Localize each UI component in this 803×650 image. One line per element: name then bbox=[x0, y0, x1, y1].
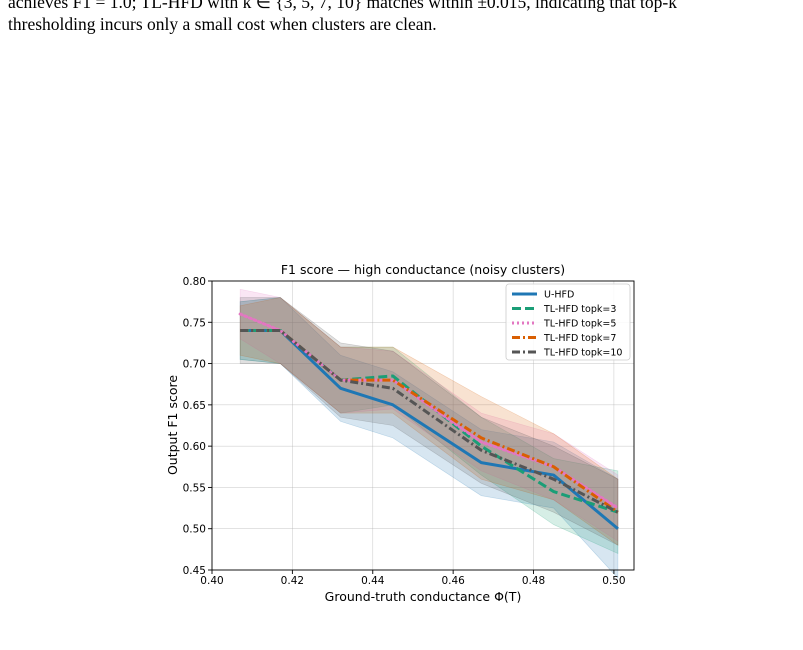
legend-label-1: TL-HFD topk=3 bbox=[543, 304, 616, 315]
caption-line-2: thresholding incurs only a small cost wh… bbox=[8, 14, 437, 34]
series-line-3 bbox=[240, 329, 619, 514]
y-tick-label: 0.80 bbox=[183, 276, 206, 288]
y-tick-label: 0.75 bbox=[183, 317, 206, 329]
plot-frame bbox=[211, 280, 635, 571]
y-tick-label: 0.60 bbox=[183, 441, 206, 453]
legend-label-4: TL-HFD topk=10 bbox=[543, 348, 622, 359]
x-tick-label: 0.46 bbox=[441, 575, 465, 587]
confidence-bands bbox=[239, 288, 619, 580]
series-band-1 bbox=[239, 297, 619, 554]
legend-label-0: U-HFD bbox=[544, 290, 574, 301]
series-band-2 bbox=[239, 288, 619, 542]
x-tick-label: 0.48 bbox=[522, 575, 545, 587]
x-tick-label: 0.44 bbox=[361, 575, 385, 587]
series-line-4 bbox=[240, 329, 619, 514]
y-axis-label: Output F1 score bbox=[165, 375, 180, 475]
caption-paragraph: achieves F1 = 1.0; TL-HFD with k ∈ {3, 5… bbox=[8, 0, 798, 35]
x-tick-label: 0.42 bbox=[281, 575, 304, 587]
x-axis-ticks: 0.40 0.42 0.44 0.46 0.48 0.50 bbox=[200, 570, 626, 587]
caption-line-1: achieves F1 = 1.0; TL-HFD with k ∈ {3, 5… bbox=[8, 0, 677, 12]
legend-label-2: TL-HFD topk=5 bbox=[543, 319, 616, 330]
series-band-0 bbox=[239, 297, 619, 580]
y-axis-ticks: 0.45 0.50 0.55 0.60 0.65 0.70 0.75 0.80 bbox=[183, 276, 212, 577]
y-tick-label: 0.45 bbox=[183, 565, 206, 577]
y-tick-label: 0.50 bbox=[183, 524, 206, 536]
legend: U-HFD TL-HFD topk=3 TL-HFD topk=5 TL-HFD to… bbox=[505, 283, 631, 361]
x-tick-label: 0.40 bbox=[200, 575, 223, 587]
series-band-4 bbox=[239, 297, 619, 546]
legend-label-3: TL-HFD topk=7 bbox=[543, 333, 616, 344]
y-tick-label: 0.65 bbox=[183, 400, 206, 412]
series-band-3 bbox=[239, 297, 619, 546]
y-tick-label: 0.70 bbox=[183, 359, 206, 371]
y-tick-label: 0.55 bbox=[183, 482, 206, 494]
legend-box bbox=[505, 283, 631, 361]
chart-title: F1 score — high conductance (noisy clust… bbox=[281, 262, 565, 277]
x-axis-label: Ground-truth conductance Φ(T) bbox=[325, 589, 522, 604]
x-tick-label: 0.50 bbox=[602, 575, 625, 587]
series-lines bbox=[238, 312, 620, 530]
